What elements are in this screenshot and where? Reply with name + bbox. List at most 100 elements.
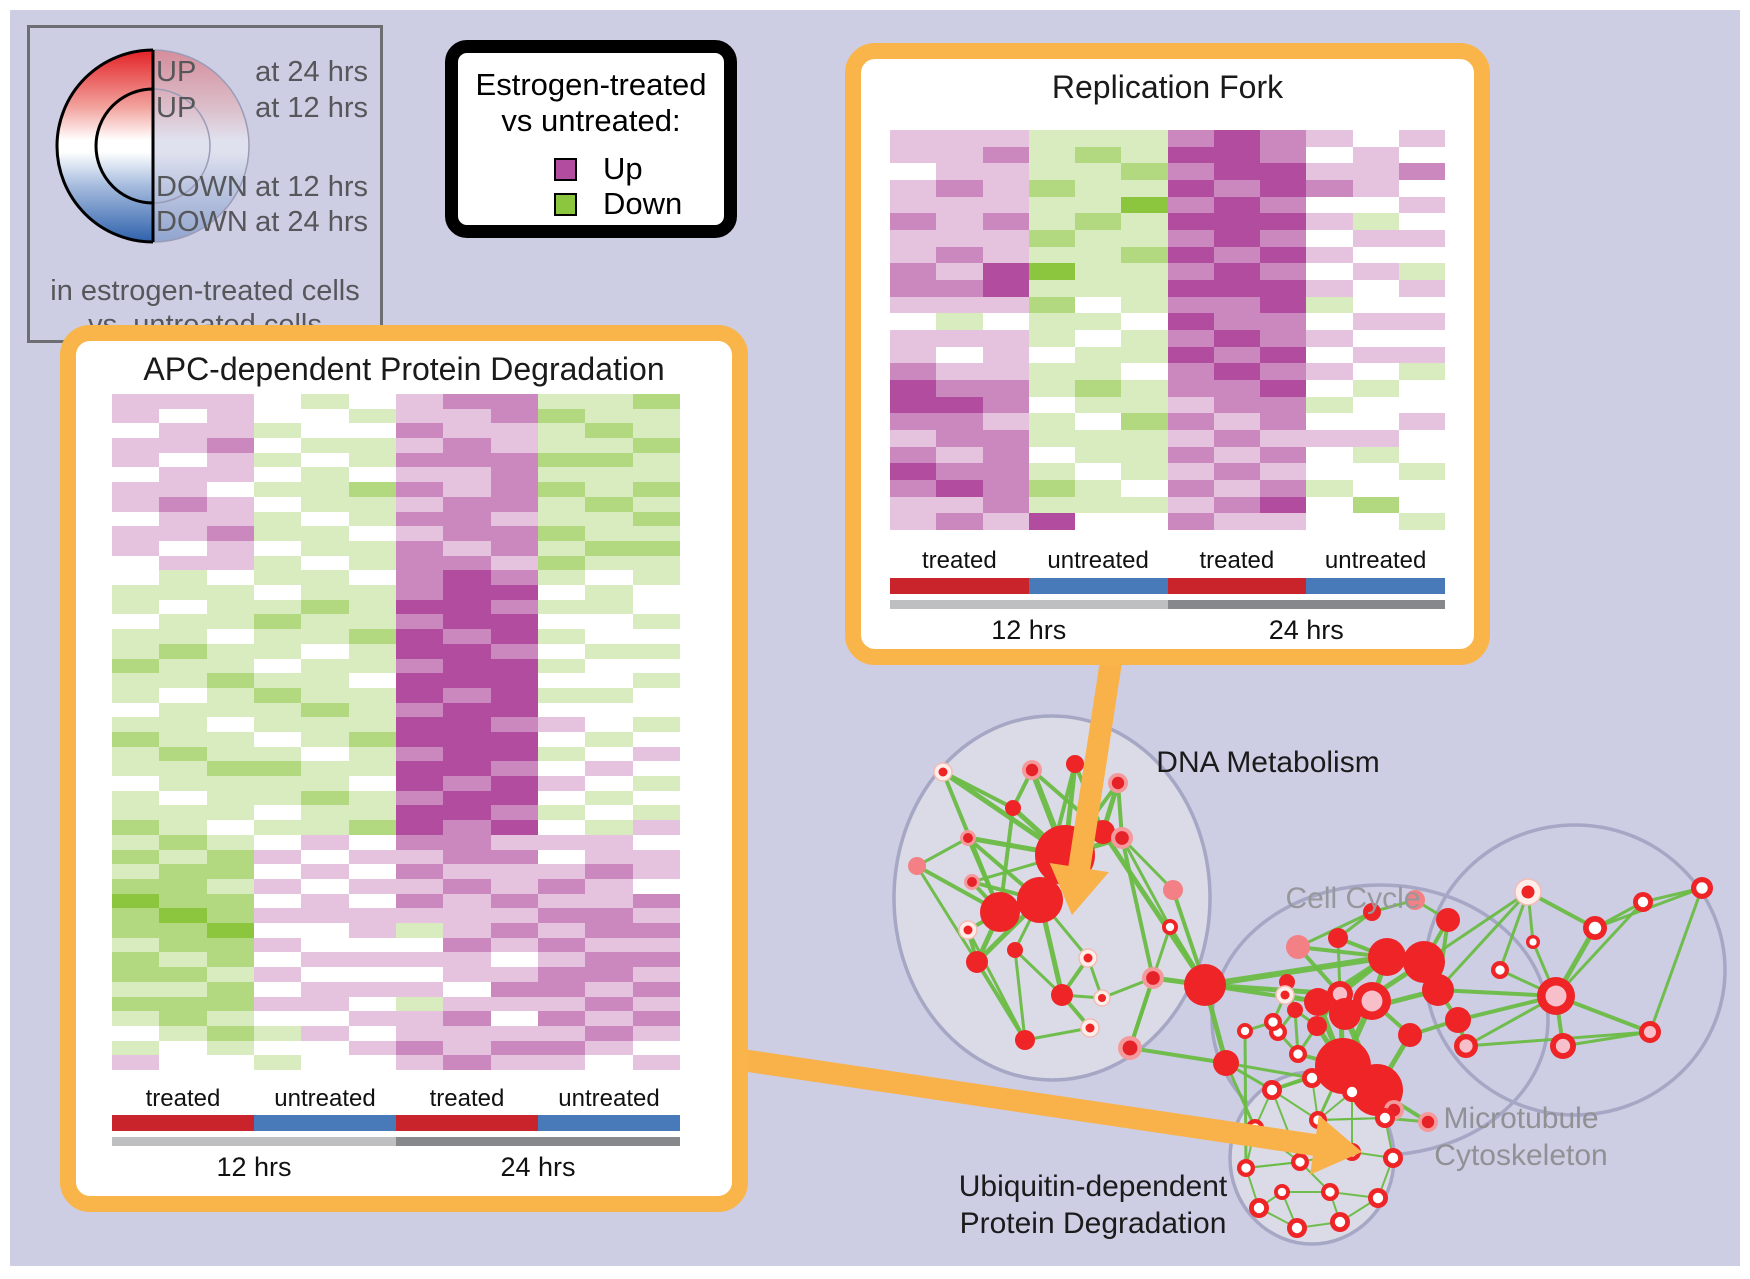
heatmap-cell (890, 146, 937, 164)
heatmap-cell (585, 673, 633, 688)
heatmap-cell (159, 761, 207, 777)
heatmap-cell (159, 864, 207, 879)
heatmap-cell (537, 687, 586, 703)
heatmap-cell (159, 834, 207, 850)
heatmap-cell (1306, 213, 1353, 230)
heatmap-cell (490, 496, 538, 512)
heatmap-cell (159, 1055, 207, 1070)
heatmap-cell (443, 746, 491, 762)
heatmap-cell (395, 482, 444, 497)
heatmap-cell (1121, 296, 1168, 314)
heatmap-cell (1121, 329, 1168, 347)
heatmap-cell (1352, 446, 1399, 464)
heatmap-cell (348, 540, 396, 556)
heatmap-cell (1306, 496, 1353, 514)
heatmap-cell (348, 967, 396, 982)
heatmap-cell (936, 146, 983, 164)
heatmap-cell (1075, 363, 1122, 380)
heatmap-cell (982, 346, 1029, 364)
heatmap-cell (253, 526, 302, 541)
heatmap-cell (159, 908, 207, 924)
heatmap-cell (632, 761, 680, 777)
heatmap-cell (537, 820, 586, 835)
heatmap-cell (490, 967, 538, 982)
heatmap-cell (1075, 263, 1122, 280)
heatmap-cell (537, 776, 586, 791)
heatmap-cell (253, 967, 302, 982)
heatmap-cell (348, 687, 396, 703)
heatmap-cell (537, 761, 586, 777)
heatmap-cell (632, 908, 680, 924)
heatmap-cell (1075, 496, 1122, 514)
heatmap-cell (348, 555, 396, 571)
heatmap-cell (348, 408, 396, 424)
heatmap-cell (1306, 163, 1353, 180)
heatmap-cell (1260, 479, 1307, 497)
heatmap-cell (1260, 363, 1307, 380)
heatmap-cell (348, 761, 396, 777)
heatmap-cell (585, 614, 633, 630)
heatmap-cell (443, 967, 491, 982)
heatmap-cell (1167, 179, 1214, 197)
heatmap-cell (112, 452, 160, 468)
heatmap-cell (585, 467, 633, 483)
heatmap-cell (395, 702, 444, 718)
heatmap-cell (301, 981, 349, 997)
heatmap-cell (159, 423, 207, 439)
heatmap-cell (395, 452, 444, 468)
heatmap-cell (1121, 196, 1168, 214)
heatmap-cell (1260, 229, 1307, 247)
heatmap-cell (890, 463, 937, 480)
heatmap-cell (1075, 396, 1122, 414)
heatmap-cell (112, 614, 160, 630)
heatmap-cell (443, 702, 491, 718)
heatmap-cell (982, 246, 1029, 264)
heatmap-cell (632, 878, 680, 894)
heatmap-cell (301, 776, 349, 791)
heatmap-cell (112, 1025, 160, 1041)
heatmap-cell (1028, 379, 1075, 397)
heatmap-cell (1306, 379, 1353, 397)
heatmap-cell (537, 790, 586, 806)
heatmap-cell (632, 673, 680, 688)
heatmap-cell (159, 937, 207, 953)
heatmap-cell (585, 438, 633, 453)
heatmap-cell (348, 1025, 396, 1041)
heatmap-cell (1352, 179, 1399, 197)
heatmap-cell (206, 1040, 254, 1056)
heatmap-cell (395, 658, 444, 674)
heatmap-cell (348, 834, 396, 850)
heatmap-cell (206, 805, 254, 821)
heatmap-cell (490, 570, 538, 586)
heatmap-cell (348, 1055, 396, 1070)
ring-legend-dir: DOWN (156, 206, 248, 238)
heatmap-cell (443, 526, 491, 541)
heatmap-grid (890, 130, 1445, 530)
heatmap-cell (206, 937, 254, 953)
heatmap-cell (1213, 130, 1260, 147)
heatmap-cell (1167, 496, 1214, 514)
heatmap-cell (159, 643, 207, 659)
heatmap-cell (159, 585, 207, 600)
heatmap-cell (1260, 179, 1307, 197)
heatmap-cell (206, 702, 254, 718)
heatmap-cell (632, 629, 680, 644)
heatmap-cell (585, 834, 633, 850)
heatmap-cell (1306, 179, 1353, 197)
heatmap-cell (1260, 513, 1307, 530)
condition-bar-untreated (1306, 578, 1445, 594)
heatmap-cell (632, 496, 680, 512)
heatmap-cell (1213, 229, 1260, 247)
heatmap-cell (890, 263, 937, 280)
heatmap-cell (112, 482, 160, 497)
heatmap-cell (936, 513, 983, 530)
heatmap-cell (206, 687, 254, 703)
heatmap-cell (490, 746, 538, 762)
heatmap-cell (112, 599, 160, 615)
heatmap-cell (253, 761, 302, 777)
heatmap-cell (206, 952, 254, 968)
heatmap-cell (206, 761, 254, 777)
heatmap-cell (206, 923, 254, 938)
heatmap-cell (159, 1040, 207, 1056)
updown-color-legend: Estrogen-treated vs untreated: Up Down (445, 40, 737, 238)
